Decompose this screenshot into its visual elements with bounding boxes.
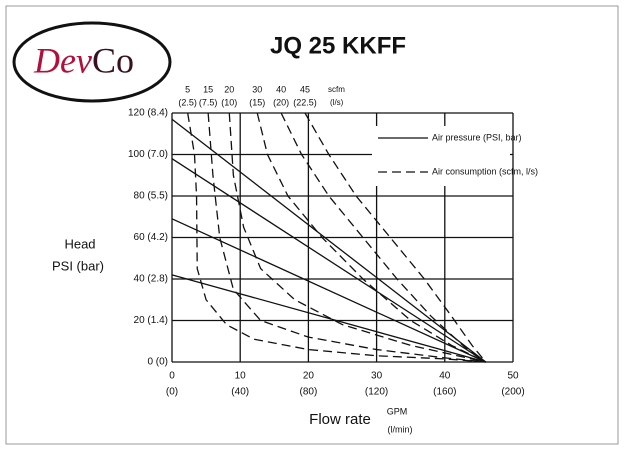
x-axis-title: Flow rate [309, 411, 371, 428]
y-tick-label: 80 (5.5) [134, 191, 168, 202]
legend-label: Air consumption (scfm, l/s) [432, 166, 538, 176]
series-sublabel: (22.5) [293, 97, 317, 107]
logo-text: Dev [33, 40, 92, 80]
y-tick-label: 120 (8.4) [128, 108, 168, 119]
air-consumption-line [304, 112, 487, 363]
y-tick-label: 40 (2.8) [134, 274, 168, 285]
x2-tick-label: (40) [231, 387, 249, 398]
series-sublabel: (10) [221, 97, 237, 107]
x-axis-unit: (l/min) [388, 424, 413, 434]
air-pressure-line [171, 118, 487, 363]
air-consumption-line [207, 112, 486, 363]
logo-text: Co [92, 40, 134, 80]
frame [5, 5, 619, 445]
chart-title: JQ 25 KKFF [270, 32, 406, 59]
y-tick-label: 20 (1.4) [134, 315, 168, 326]
x2-tick-label: (200) [501, 387, 524, 398]
y-axis-title: PSI (bar) [52, 258, 104, 273]
x-tick-label: 40 [439, 371, 451, 382]
x2-tick-label: (0) [166, 387, 178, 398]
air-pressure-line [171, 158, 487, 363]
x-tick-label: 50 [507, 371, 519, 382]
series-label: 45 [300, 84, 310, 94]
y-tick-label: 60 (4.2) [134, 232, 168, 243]
series-label: 15 [203, 84, 213, 94]
series-label: 5 [185, 84, 190, 94]
legend-label: Air pressure (PSI, bar) [432, 132, 522, 142]
logo-ellipse [12, 21, 172, 103]
air-consumption-line [228, 112, 486, 363]
x2-tick-label: (120) [365, 387, 388, 398]
x2-tick-label: (80) [300, 387, 318, 398]
series-sublabel: (7.5) [199, 97, 218, 107]
air-consumption-line [280, 112, 487, 363]
y-tick-label: 0 (0) [147, 357, 168, 368]
air-pressure-line [171, 218, 486, 363]
x-axis-unit: GPM [387, 406, 408, 416]
series-label: 20 [224, 84, 234, 94]
y-tick-label: 100 (7.0) [128, 149, 168, 160]
series-sublabel: (20) [273, 97, 289, 107]
series-label: 40 [276, 84, 286, 94]
x2-tick-label: (160) [433, 387, 456, 398]
legend-box [372, 126, 510, 186]
air-consumption-line [256, 112, 487, 363]
x-tick-label: 0 [169, 371, 175, 382]
x-tick-label: 20 [303, 371, 315, 382]
series-label: 30 [252, 84, 262, 94]
air-consumption-line [187, 112, 486, 363]
series-sublabel: (2.5) [178, 97, 197, 107]
y-axis-title: Head [64, 236, 95, 251]
x-tick-label: 30 [371, 371, 383, 382]
x-tick-label: 10 [235, 371, 247, 382]
top-unit: scfm [328, 85, 345, 94]
series-sublabel: (15) [249, 97, 265, 107]
air-pressure-line [171, 274, 486, 363]
top-unit: (l/s) [330, 98, 344, 107]
